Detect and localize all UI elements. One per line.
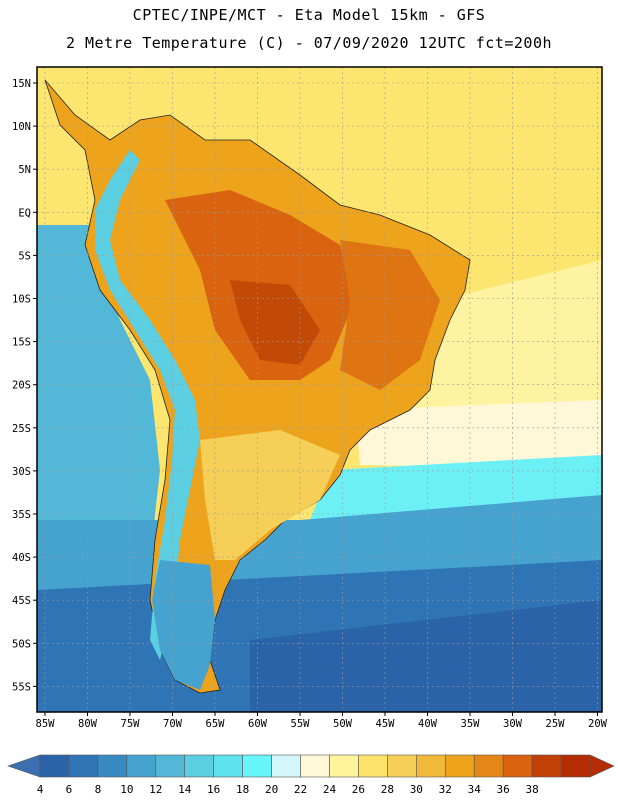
- land-brazil-east-hot: [340, 240, 440, 390]
- colorbar-swatch: [97, 754, 128, 778]
- colorbar-label: 26: [352, 783, 365, 796]
- colorbar-swatch: [444, 754, 475, 778]
- latitude-axis: 15N 10N 5N EQ 5S 10S 15S 20S 25S 30S 35S 40S 45S 50S 5…: [12, 78, 37, 693]
- longitude-axis: 85W 80W 75W 70W 65W 60W 55W 50W 45W 40W 35W 30W 25W 2…: [36, 712, 608, 730]
- colorbar-swatch: [473, 754, 504, 778]
- colorbar-label: 36: [497, 783, 510, 796]
- lat-label: 5S: [18, 250, 31, 262]
- colorbar-swatch: [126, 754, 157, 778]
- lat-label: 10S: [12, 294, 31, 306]
- colorbar-label: 14: [178, 783, 192, 796]
- colorbar-swatch: [502, 754, 533, 778]
- colorbar-swatch: [155, 754, 186, 778]
- colorbar-swatch: [531, 754, 562, 778]
- ocean-south-warm-band: [355, 400, 602, 470]
- colorbar-label: 38: [525, 783, 538, 796]
- lon-label: 20W: [588, 718, 608, 730]
- lat-label: 40S: [12, 552, 31, 564]
- lat-label: EQ: [18, 207, 31, 219]
- lon-label: 65W: [206, 718, 226, 730]
- colorbar-swatch: [358, 754, 388, 778]
- lat-label: 45S: [12, 595, 31, 607]
- map-area: [37, 67, 602, 712]
- lon-label: 75W: [121, 718, 141, 730]
- lat-label: 15N: [12, 78, 31, 90]
- lat-label: 50S: [12, 638, 31, 650]
- colorbar-label: 22: [294, 783, 307, 796]
- colorbar-label: 24: [323, 783, 337, 796]
- colorbar-swatch: [242, 754, 272, 778]
- title-line-2: 2 Metre Temperature (C) - 07/09/2020 12U…: [65, 34, 553, 52]
- colorbar-label: 8: [95, 783, 102, 796]
- graticule: [37, 67, 602, 712]
- colorbar-label: 10: [120, 783, 133, 796]
- colorbar: 4 6 8 10 12 14 16 18 20 22 24 26 28 30 32 34 36 38: [7, 754, 615, 796]
- lon-label: 45W: [376, 718, 396, 730]
- colorbar-swatch: [271, 754, 301, 778]
- lat-label: 30S: [12, 466, 31, 478]
- colorbar-swatch: [300, 754, 330, 778]
- lon-label: 40W: [418, 718, 438, 730]
- ocean-mid-atlantic: [380, 260, 602, 440]
- lat-label: 55S: [12, 681, 31, 693]
- colorbar-swatch: [39, 754, 70, 778]
- lon-label: 55W: [291, 718, 311, 730]
- lon-label: 60W: [248, 718, 268, 730]
- colorbar-label: 30: [410, 783, 423, 796]
- colorbar-label: 4: [37, 783, 44, 796]
- land-patagonia-cold: [152, 560, 215, 690]
- lon-label: 70W: [163, 718, 183, 730]
- lat-label: 20S: [12, 380, 31, 392]
- ocean-pacific-cool: [37, 225, 160, 560]
- land-central-hottest: [230, 280, 320, 365]
- lon-label: 80W: [78, 718, 98, 730]
- lat-label: 10N: [12, 121, 31, 133]
- lat-label: 5N: [18, 164, 31, 176]
- colorbar-label: 20: [265, 783, 278, 796]
- colorbar-swatch: [560, 754, 591, 778]
- colorbar-over-arrow: [589, 754, 615, 778]
- lon-label: 85W: [36, 718, 56, 730]
- colorbar-label: 32: [439, 783, 452, 796]
- colorbar-label: 28: [381, 783, 394, 796]
- land-south-warm: [200, 430, 340, 560]
- map-frame: [36, 66, 603, 713]
- colorbar-label: 18: [236, 783, 249, 796]
- lon-label: 50W: [333, 718, 353, 730]
- colorbar-label: 16: [207, 783, 220, 796]
- colorbar-swatch: [416, 754, 446, 778]
- colorbar-swatch: [213, 754, 243, 778]
- colorbar-swatch: [387, 754, 417, 778]
- ocean-southern-coldest: [250, 600, 602, 712]
- colorbar-under-arrow: [7, 754, 41, 778]
- colorbar-swatch: [68, 754, 99, 778]
- title-line-1: CPTEC/INPE/MCT - Eta Model 15km - GFS: [132, 6, 486, 24]
- colorbar-label: 12: [149, 783, 162, 796]
- lat-label: 25S: [12, 423, 31, 435]
- lat-label: 15S: [12, 337, 31, 349]
- colorbar-swatch: [329, 754, 359, 778]
- lon-label: 25W: [546, 718, 566, 730]
- colorbar-label: 6: [66, 783, 73, 796]
- lon-label: 30W: [503, 718, 523, 730]
- land-andes-cold: [95, 150, 200, 660]
- lon-label: 35W: [461, 718, 481, 730]
- colorbar-swatch: [184, 754, 214, 778]
- colorbar-label: 34: [468, 783, 482, 796]
- lat-label: 35S: [12, 509, 31, 521]
